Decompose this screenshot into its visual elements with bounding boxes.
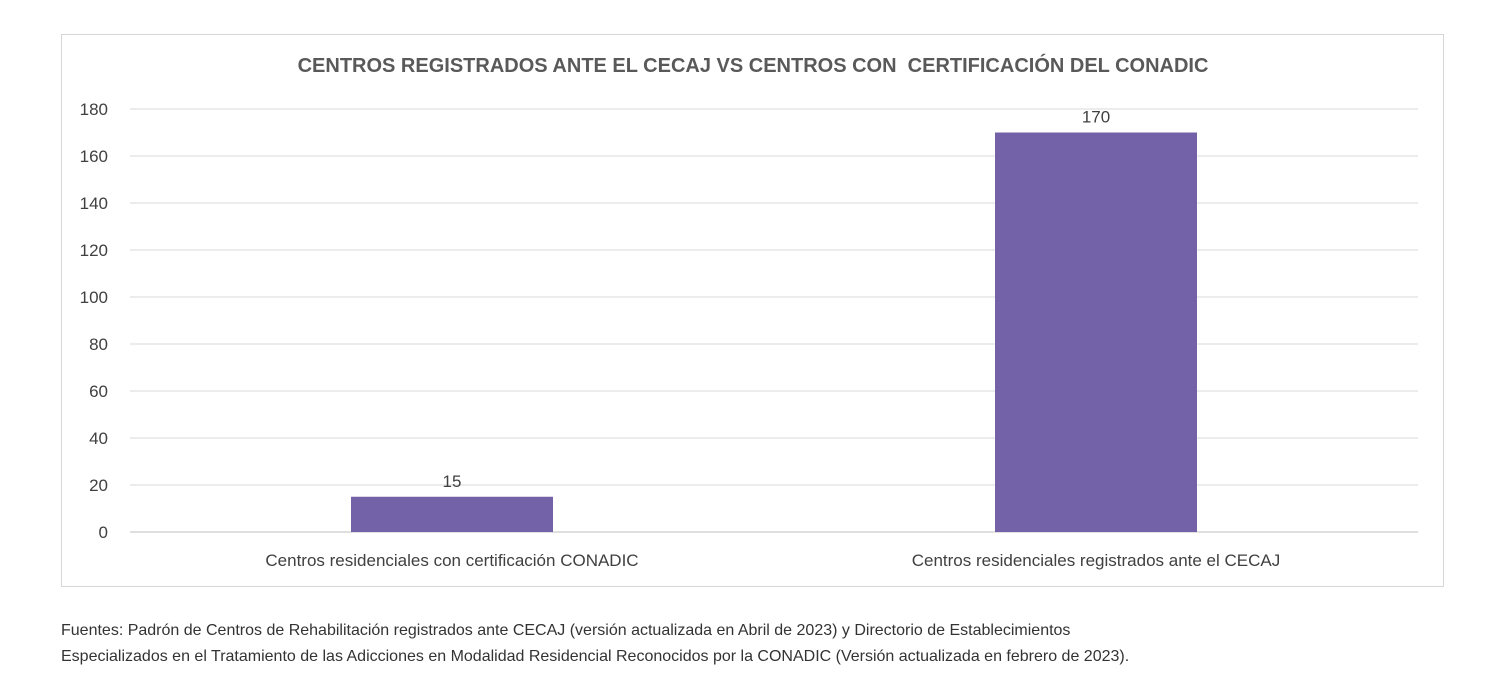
data-labels: 15 170 bbox=[443, 108, 1111, 491]
y-tick-label: 140 bbox=[80, 194, 108, 213]
chart-title: CENTROS REGISTRADOS ANTE EL CECAJ VS CEN… bbox=[298, 53, 1209, 77]
source-note: Fuentes: Padrón de Centros de Rehabilita… bbox=[61, 618, 1461, 670]
bars bbox=[351, 132, 1197, 532]
x-tick-label: Centros residenciales con certificación … bbox=[265, 551, 638, 570]
y-axis-ticks: 0 20 40 60 80 100 120 140 160 180 bbox=[80, 100, 108, 542]
bar-chart: CENTROS REGISTRADOS ANTE EL CECAJ VS CEN… bbox=[80, 53, 1418, 570]
y-tick-label: 0 bbox=[99, 523, 108, 542]
bar bbox=[995, 132, 1197, 532]
y-tick-label: 100 bbox=[80, 288, 108, 307]
source-line-1: Fuentes: Padrón de Centros de Rehabilita… bbox=[61, 622, 1071, 639]
gridlines bbox=[130, 108, 1418, 533]
y-tick-label: 80 bbox=[89, 335, 108, 354]
chart-frame bbox=[61, 34, 1444, 587]
y-tick-label: 40 bbox=[89, 429, 108, 448]
y-tick-label: 180 bbox=[80, 100, 108, 119]
source-line-2: Especializados en el Tratamiento de las … bbox=[61, 648, 1130, 665]
x-tick-label: Centros residenciales registrados ante e… bbox=[912, 551, 1281, 570]
x-axis-labels: Centros residenciales con certificación … bbox=[265, 551, 1280, 570]
y-tick-label: 120 bbox=[80, 241, 108, 260]
y-tick-label: 160 bbox=[80, 147, 108, 166]
y-tick-label: 60 bbox=[89, 382, 108, 401]
y-tick-label: 20 bbox=[89, 476, 108, 495]
bar bbox=[351, 496, 553, 532]
data-label: 15 bbox=[443, 472, 462, 491]
data-label: 170 bbox=[1082, 108, 1110, 127]
